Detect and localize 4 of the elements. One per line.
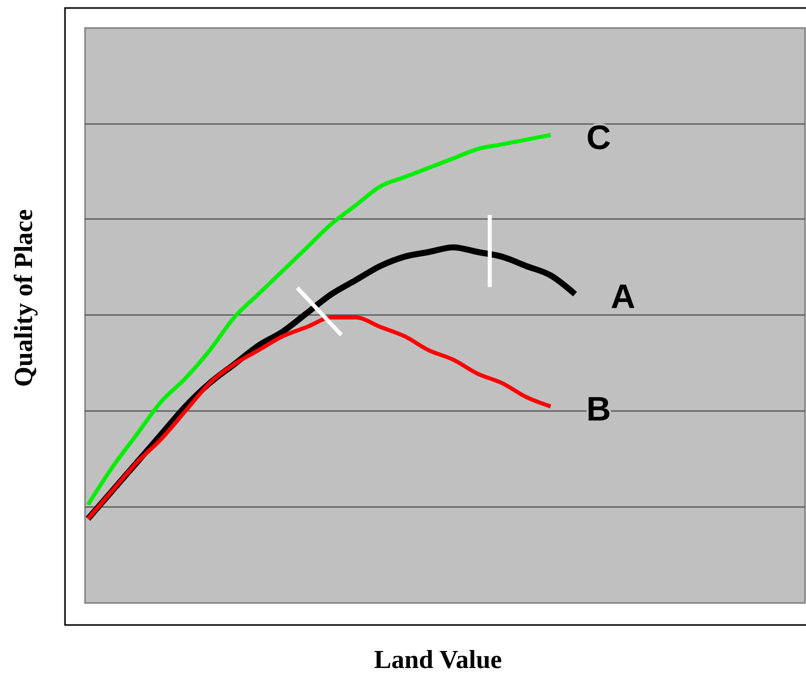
series-label: C [586,119,611,157]
series-label: A [610,278,636,316]
x-axis-title: Land Value [374,645,502,674]
y-axis-title: Quality of Place [9,209,38,387]
